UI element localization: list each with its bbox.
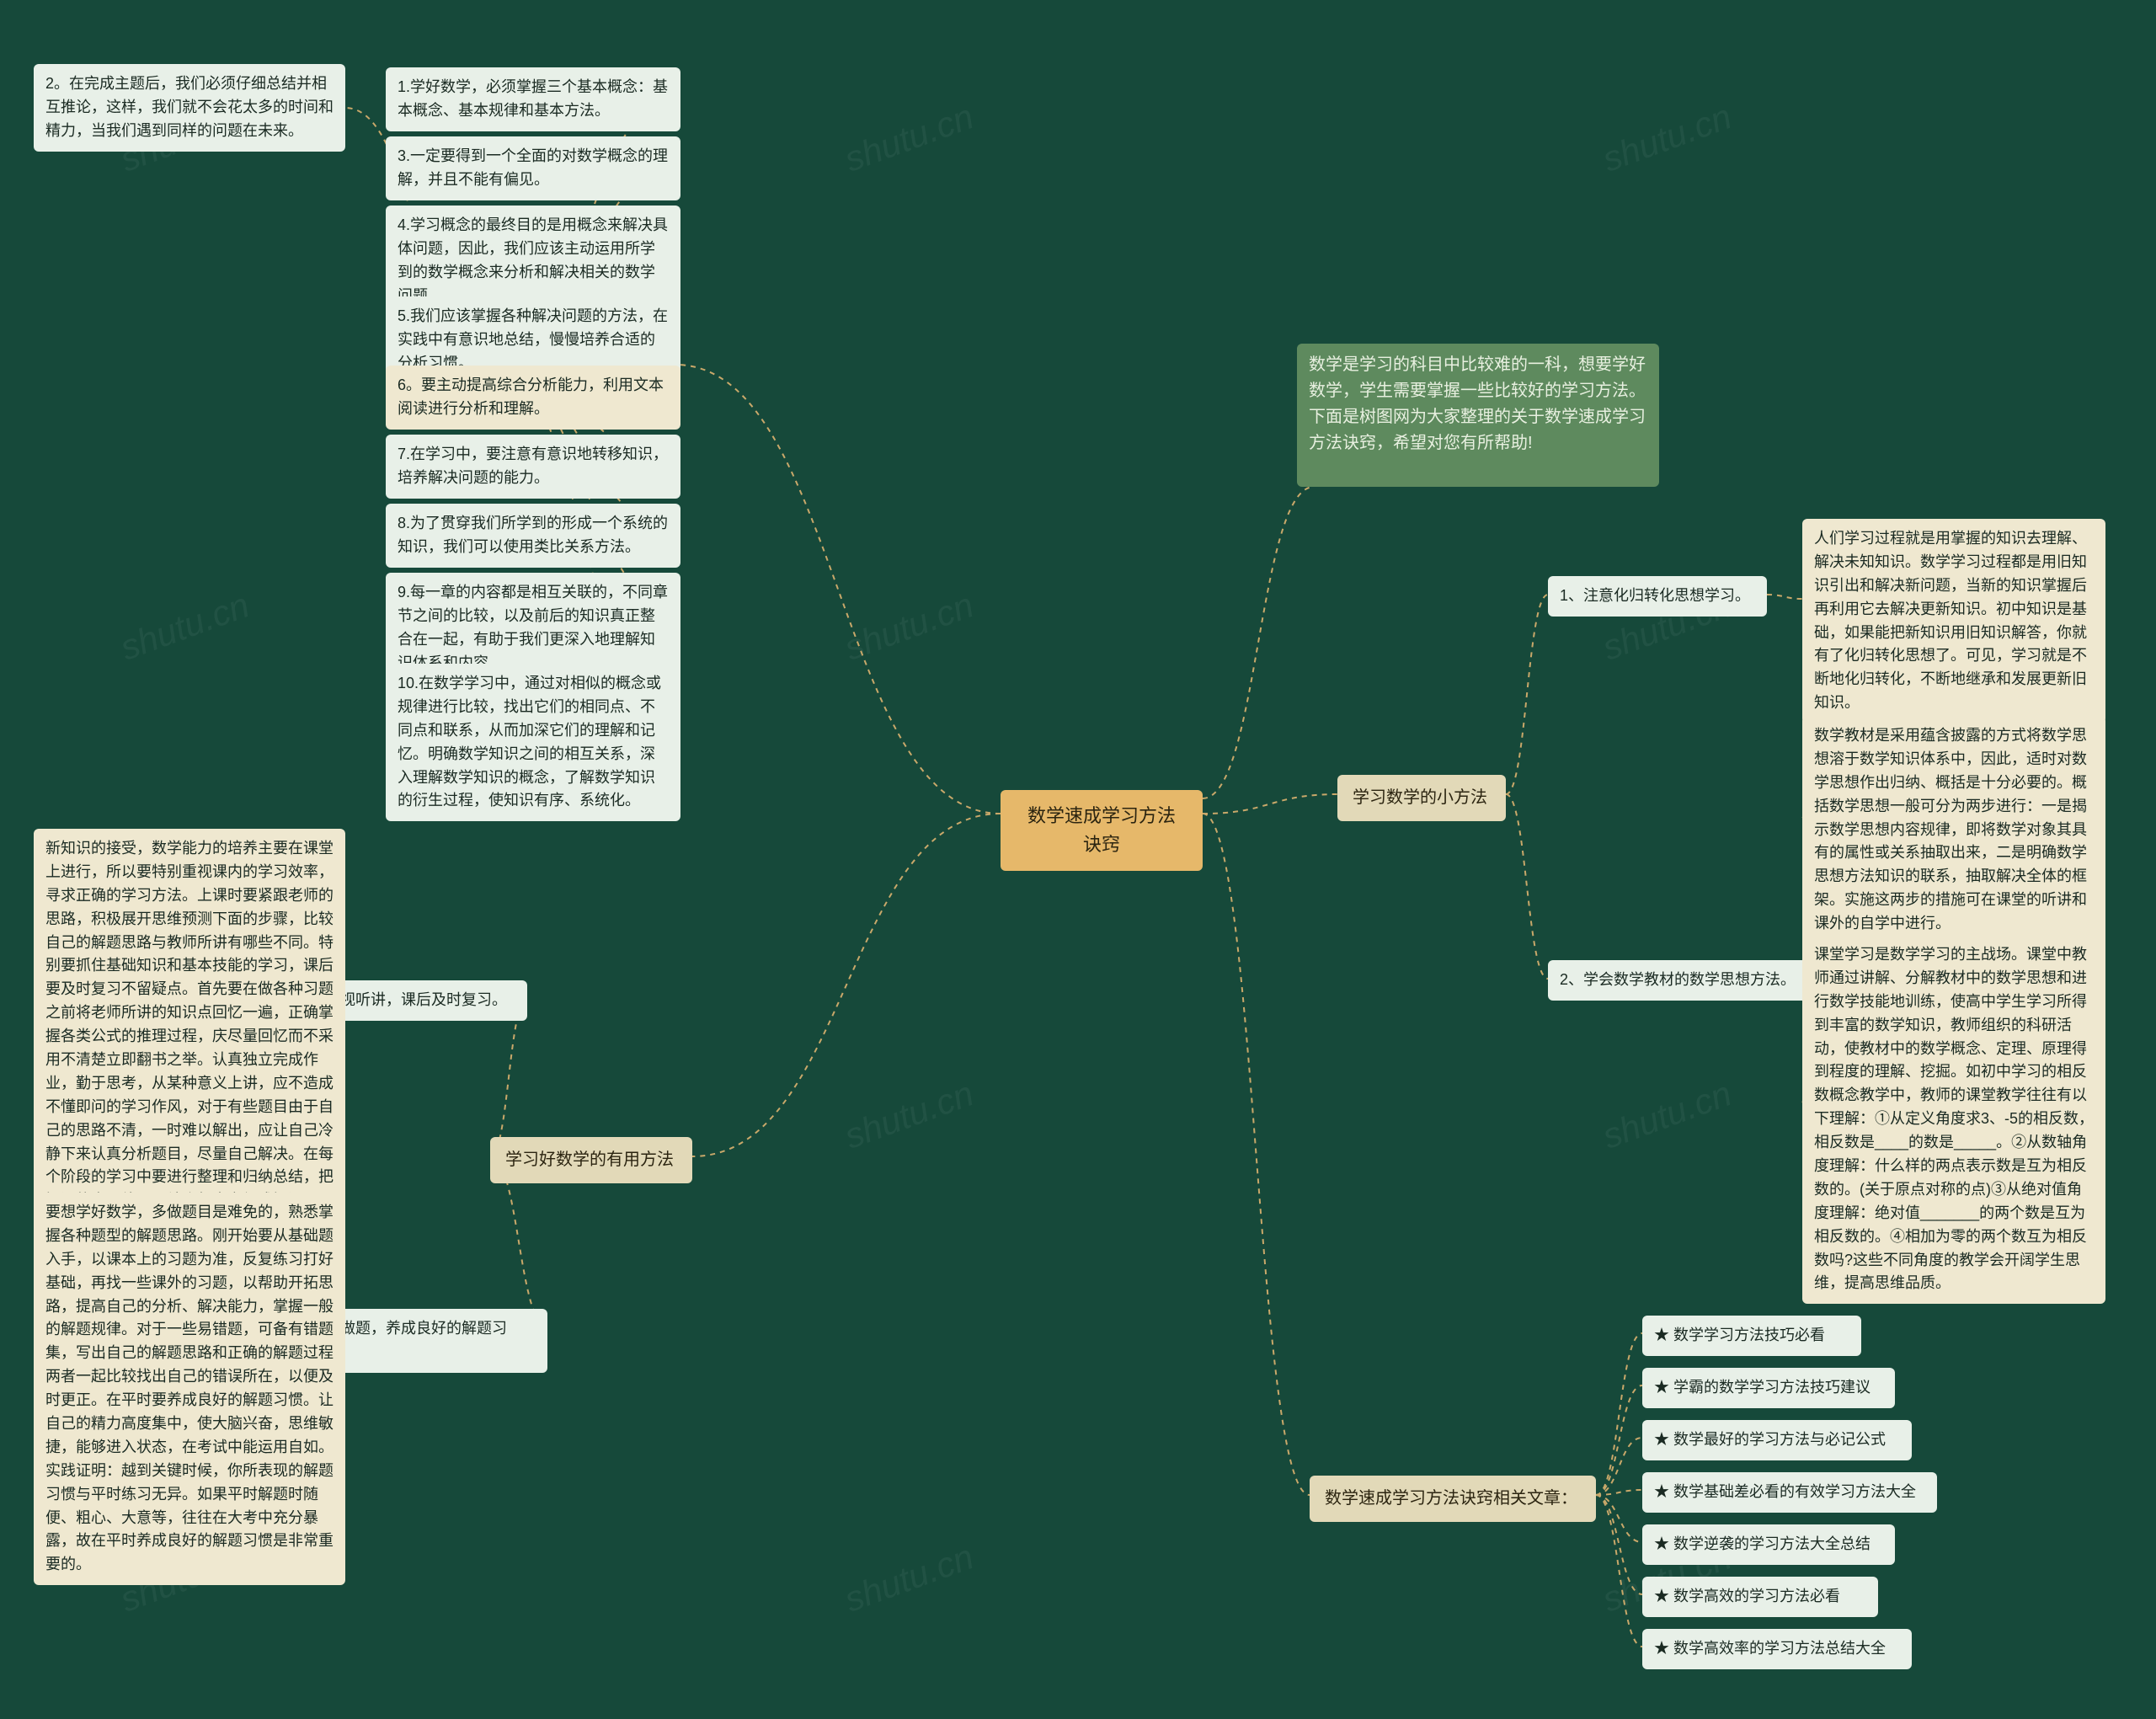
leaf-node: ★ 数学学习方法技巧必看 (1642, 1316, 1861, 1356)
leaf-node: ★ 数学基础差必看的有效学习方法大全 (1642, 1472, 1937, 1513)
leaf-node: ★ 数学高效的学习方法必看 (1642, 1577, 1878, 1617)
leaf-detail: 要想学好数学，多做题目是难免的，熟悉掌握各种题型的解题思路。刚开始要从基础题入手… (34, 1193, 345, 1585)
leaf-node: 10.在数学学习中，通过对相似的概念或规律进行比较，找出它们的相同点、不同点和联… (386, 664, 680, 821)
leaf-detail: 数学教材是采用蕴含披露的方式将数学思想溶于数学知识体系中，因此，适时对数学思想作… (1802, 716, 2105, 944)
leaf-node: ★ 学霸的数学学习方法技巧建议 (1642, 1368, 1895, 1408)
intro-block: 数学是学习的科目中比较难的一科，想要学好数学，学生需要掌握一些比较好的学习方法。… (1297, 344, 1659, 487)
leaf-node: 1.学好数学，必须掌握三个基本概念：基本概念、基本规律和基本方法。 (386, 67, 680, 131)
leaf-node: ★ 数学高效率的学习方法总结大全 (1642, 1629, 1912, 1669)
leaf-node: 6。要主动提高综合分析能力，利用文本阅读进行分析和理解。 (386, 366, 680, 430)
leaf-node: 1、注意化归转化思想学习。 (1548, 576, 1767, 617)
branch-node: 学习好数学的有用方法 (490, 1137, 692, 1183)
branch-node: 学习数学的小方法 (1337, 775, 1506, 821)
leaf-detail: 新知识的接受，数学能力的培养主要在课堂上进行，所以要特别重视课内的学习效率，寻求… (34, 829, 345, 1245)
leaf-detail: 人们学习过程就是用掌握的知识去理解、解决未知知识。数学学习过程都是用旧知识引出和… (1802, 519, 2105, 723)
branch-node: 数学速成学习方法诀窍相关文章： (1310, 1476, 1596, 1522)
leaf-node: 7.在学习中，要注意有意识地转移知识，培养解决问题的能力。 (386, 435, 680, 499)
leaf-detail: 课堂学习是数学学习的主战场。课堂中教师通过讲解、分解教材中的数学思想和进行数学技… (1802, 935, 2105, 1304)
leaf-node: 3.一定要得到一个全面的对数学概念的理解，并且不能有偏见。 (386, 136, 680, 200)
mindmap-root: 数学速成学习方法诀窍 (1001, 790, 1203, 871)
leaf-node: 2、学会数学教材的数学思想方法。 (1548, 960, 1809, 1001)
leaf-node: 2。在完成主题后，我们必须仔细总结并相互推论，这样，我们就不会花太多的时间和精力… (34, 64, 345, 152)
leaf-node: ★ 数学逆袭的学习方法大全总结 (1642, 1524, 1895, 1565)
leaf-node: 8.为了贯穿我们所学到的形成一个系统的知识，我们可以使用类比关系方法。 (386, 504, 680, 568)
leaf-node: ★ 数学最好的学习方法与必记公式 (1642, 1420, 1912, 1460)
